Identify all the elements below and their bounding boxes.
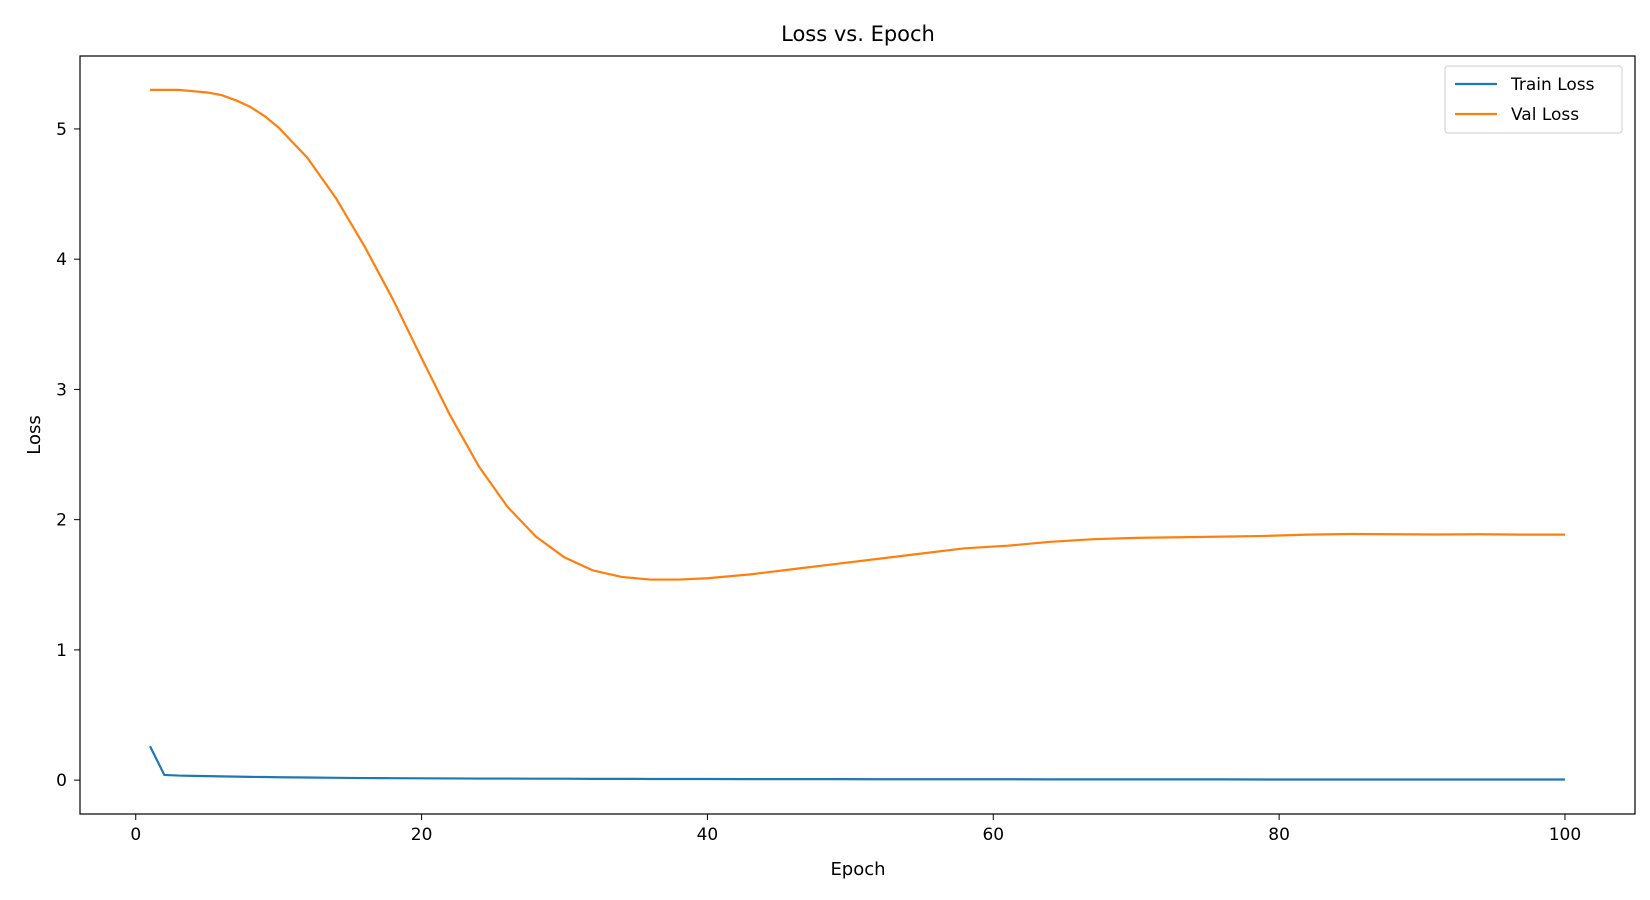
y-tick-label: 4	[56, 250, 67, 270]
chart-title: Loss vs. Epoch	[781, 22, 935, 46]
series-line-val-loss	[150, 88, 1565, 581]
x-tick-label: 60	[982, 825, 1004, 845]
legend-box	[1444, 65, 1623, 134]
plot-frame	[79, 55, 1636, 815]
x-tick-label: 40	[697, 825, 719, 845]
x-tick-label: 0	[130, 825, 141, 845]
x-tick-label: 20	[411, 825, 433, 845]
y-tick-label: 2	[56, 511, 67, 531]
series-layer	[149, 88, 1565, 781]
y-tick-label: 1	[56, 641, 67, 661]
x-tick-label: 100	[1549, 825, 1581, 845]
series-line-train-loss	[149, 745, 1565, 781]
y-tick-label: 3	[56, 380, 67, 400]
y-axis-ticks: 0 1 2 3 4 5	[56, 120, 80, 791]
legend: Train Loss Val Loss	[1444, 65, 1623, 134]
y-tick-label: 0	[56, 771, 67, 791]
legend-label-val-loss: Val Loss	[1511, 105, 1579, 125]
y-tick-label: 5	[56, 120, 67, 140]
x-tick-label: 80	[1268, 825, 1290, 845]
x-axis-label: Epoch	[830, 859, 885, 880]
plot-area: 0 20 40 60 80 100 0 1 2 3 4 5	[56, 55, 1636, 845]
y-axis-label: Loss	[24, 415, 45, 454]
x-axis-ticks: 0 20 40 60 80 100	[130, 814, 1581, 845]
legend-label-train-loss: Train Loss	[1510, 75, 1595, 95]
